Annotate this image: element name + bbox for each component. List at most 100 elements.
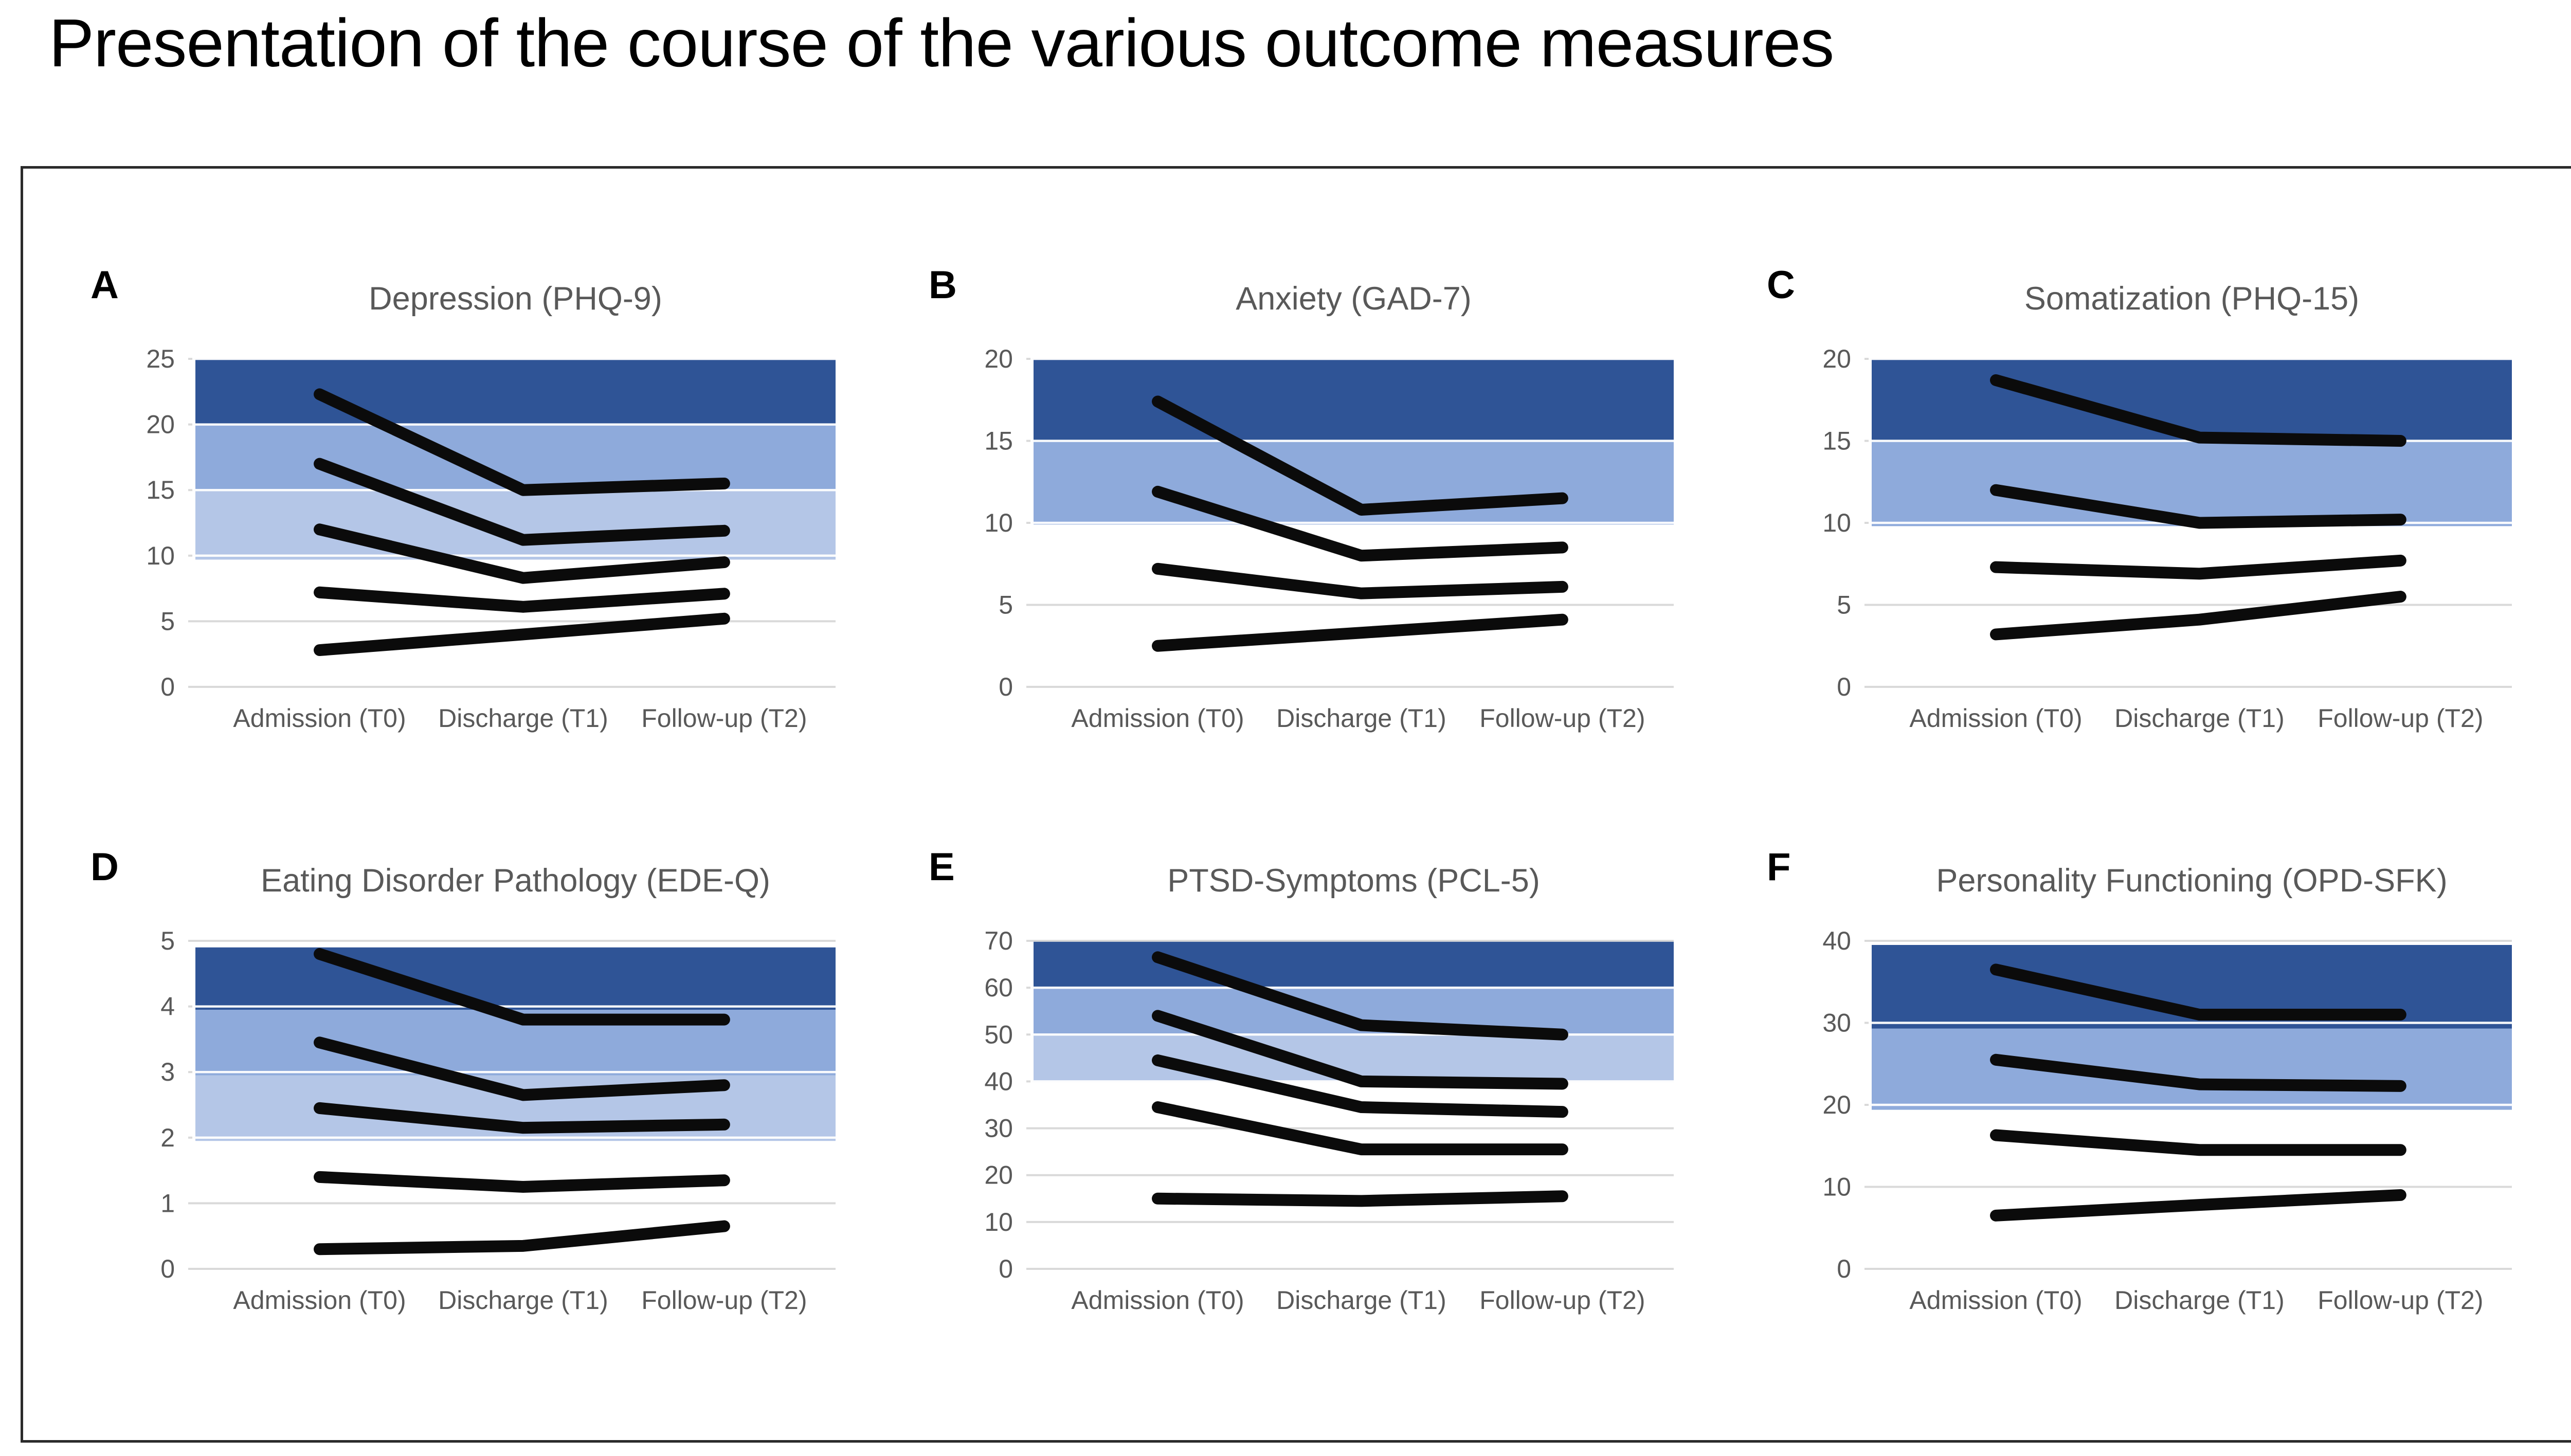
y-tick-label: 0 (999, 672, 1013, 701)
panel-letter: D (90, 845, 119, 889)
y-tick-label: 5 (160, 926, 175, 955)
panel-letter: E (929, 845, 955, 889)
charts-grid: A Depression (PHQ-9) 0 5 10 15 20 25 Admission (… (77, 236, 2556, 1333)
data-line (314, 1220, 730, 1255)
severity-band-dark (1034, 941, 1674, 988)
severity-band-dark (1872, 359, 2512, 441)
y-tick-label: 1 (160, 1189, 175, 1217)
y-tick-label: 0 (1837, 672, 1851, 701)
data-line (1990, 1129, 2406, 1156)
x-category-label: Discharge (T1) (438, 704, 608, 733)
data-line (314, 1102, 730, 1134)
y-tick-label: 20 (146, 410, 175, 439)
data-line (1152, 485, 1568, 562)
data-line (314, 388, 730, 496)
severity-band-medium (1872, 1028, 2512, 1110)
y-tick-label: 40 (1822, 926, 1851, 955)
severity-band-dark (1034, 359, 1674, 441)
y-tick-label: 70 (984, 926, 1013, 955)
panel-letter: F (1767, 845, 1790, 889)
x-category-label: Discharge (T1) (2114, 1286, 2285, 1315)
data-line (314, 948, 730, 1026)
chart-canvas-C: C Somatization (PHQ-15) 0 5 10 15 20 Admission … (1767, 263, 2512, 733)
chart-panel-A: A Depression (PHQ-9) 0 5 10 15 20 25 Admission (… (77, 236, 879, 751)
x-category-label: Admission (T0) (1071, 704, 1244, 733)
panel-letter: C (1767, 263, 1795, 307)
x-category-label: Follow-up (T2) (1479, 704, 1645, 733)
data-line (1990, 554, 2406, 580)
chart-title: Eating Disorder Pathology (EDE-Q) (261, 863, 770, 899)
y-tick-label: 0 (160, 1254, 175, 1283)
chart-panel-D: D Eating Disorder Pathology (EDE-Q) 0 1 2 3 4 5… (77, 818, 879, 1333)
y-tick-label: 20 (1822, 1090, 1851, 1119)
chart-panel-C: C Somatization (PHQ-15) 0 5 10 15 20 Admission … (1753, 236, 2556, 751)
y-tick-label: 10 (1822, 508, 1851, 537)
x-category-label: Admission (T0) (1071, 1286, 1244, 1315)
severity-band-medium (195, 424, 836, 490)
x-category-label: Admission (T0) (233, 1286, 406, 1315)
chart-title: Personality Functioning (OPD-SFK) (1936, 863, 2447, 899)
y-tick-label: 10 (146, 541, 175, 570)
y-tick-label: 30 (984, 1114, 1013, 1143)
chart-canvas-E: E PTSD-Symptoms (PCL-5) 0 10 20 30 40 50 60 70 Adm… (929, 845, 1674, 1315)
y-tick-label: 0 (160, 672, 175, 701)
severity-band-light (195, 490, 836, 560)
data-line (1990, 374, 2406, 447)
chart-panel-B: B Anxiety (GAD-7) 0 5 10 15 20 Admission (T0) Di… (915, 236, 1717, 751)
y-tick-label: 20 (984, 1161, 1013, 1190)
y-tick-label: 60 (984, 973, 1013, 1002)
data-line (1152, 1010, 1568, 1090)
y-tick-label: 5 (999, 591, 1013, 620)
figure-title: Presentation of the course of the variou… (49, 5, 1834, 81)
y-tick-label: 20 (984, 344, 1013, 373)
data-line (1152, 1101, 1568, 1156)
y-tick-label: 4 (160, 992, 175, 1021)
data-line (1152, 562, 1568, 599)
y-tick-label: 0 (999, 1254, 1013, 1283)
data-line (1990, 1053, 2406, 1092)
x-category-label: Follow-up (T2) (2317, 1286, 2483, 1315)
y-tick-label: 10 (1822, 1173, 1851, 1202)
chart-title: PTSD-Symptoms (PCL-5) (1167, 863, 1540, 899)
data-line (1152, 951, 1568, 1041)
chart-canvas-B: B Anxiety (GAD-7) 0 5 10 15 20 Admission (T0) Di… (929, 263, 1674, 733)
x-category-label: Admission (T0) (1909, 704, 2082, 733)
severity-band-dark (195, 359, 836, 425)
data-line (314, 458, 730, 546)
y-tick-label: 5 (160, 607, 175, 635)
x-category-label: Discharge (T1) (1276, 704, 1446, 733)
chart-title: Depression (PHQ-9) (369, 281, 662, 317)
y-tick-label: 25 (146, 344, 175, 373)
chart-canvas-F: F Personality Functioning (OPD-SFK) 0 10 20 3… (1767, 845, 2512, 1315)
severity-band-dark (195, 947, 836, 1010)
data-line (1990, 963, 2406, 1021)
y-tick-label: 40 (984, 1067, 1013, 1096)
figure-panel: A Depression (PHQ-9) 0 5 10 15 20 25 Admission (… (21, 166, 2571, 1443)
x-category-label: Admission (T0) (1909, 1286, 2082, 1315)
data-line (1990, 1189, 2406, 1222)
chart-panel-E: E PTSD-Symptoms (PCL-5) 0 10 20 30 40 50 60 70 Adm… (915, 818, 1717, 1333)
y-tick-label: 20 (1822, 344, 1851, 373)
y-tick-label: 15 (1822, 427, 1851, 456)
y-tick-label: 30 (1822, 1009, 1851, 1038)
x-category-label: Admission (T0) (233, 704, 406, 733)
data-line (1152, 1190, 1568, 1207)
chart-canvas-D: D Eating Disorder Pathology (EDE-Q) 0 1 2 3 4 5… (90, 845, 836, 1315)
chart-canvas-A: A Depression (PHQ-9) 0 5 10 15 20 25 Admission (… (90, 263, 836, 733)
data-line (314, 586, 730, 613)
y-tick-label: 50 (984, 1020, 1013, 1049)
data-line (1990, 484, 2406, 529)
x-category-label: Discharge (T1) (438, 1286, 608, 1315)
chart-title: Anxiety (GAD-7) (1236, 281, 1472, 317)
severity-band-medium (1872, 441, 2512, 526)
y-tick-label: 10 (984, 1208, 1013, 1236)
x-category-label: Follow-up (T2) (641, 1286, 807, 1315)
y-tick-label: 15 (146, 476, 175, 504)
x-category-label: Follow-up (T2) (2317, 704, 2483, 733)
data-line (1152, 395, 1568, 516)
chart-title: Somatization (PHQ-15) (2024, 281, 2359, 317)
data-line (1152, 1054, 1568, 1118)
data-line (314, 1036, 730, 1101)
panel-letter: A (90, 263, 119, 307)
